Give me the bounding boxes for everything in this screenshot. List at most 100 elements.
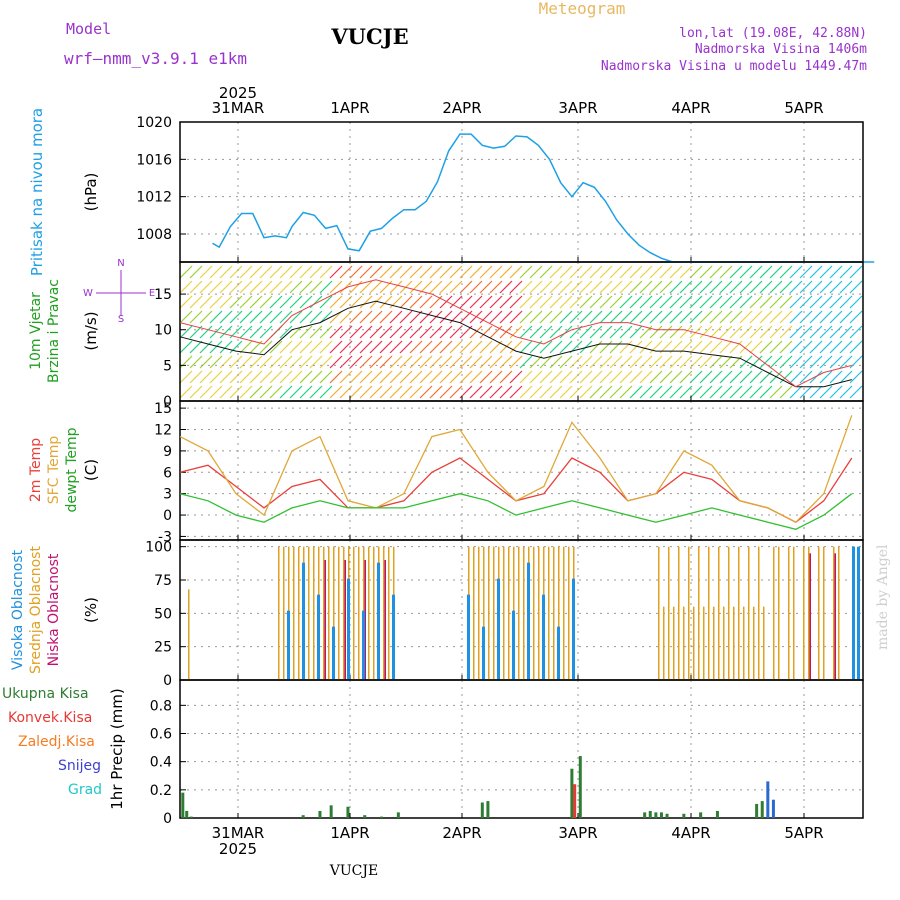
wind-barb <box>579 310 593 324</box>
wind-barb <box>799 340 813 354</box>
wind-barb <box>289 280 303 294</box>
wind-barb <box>399 385 413 399</box>
wind-barb <box>479 280 493 294</box>
wind-barb <box>539 385 553 399</box>
wind-barb <box>219 385 233 399</box>
wind-barb <box>809 355 823 369</box>
wind-barb <box>499 265 513 279</box>
wind-barb <box>379 355 393 369</box>
y-tick-label: 0 <box>163 673 172 689</box>
wind-barb <box>579 355 593 369</box>
wind-barb <box>269 310 283 324</box>
wind-barb <box>469 355 483 369</box>
mid-cloud-bar <box>663 606 665 680</box>
mid-cloud-bar <box>298 546 300 680</box>
wind-barb <box>769 385 783 399</box>
wind-barb <box>519 370 533 384</box>
wind-barb <box>659 325 673 339</box>
wind-barb <box>669 385 683 399</box>
wind-barb <box>759 310 773 324</box>
wind-barb <box>609 340 623 354</box>
mid-cloud-bar <box>558 546 560 680</box>
y-tick-label: 6 <box>163 465 172 481</box>
wind-barb <box>429 370 443 384</box>
wind-barb <box>669 280 683 294</box>
wind-barb <box>569 385 583 399</box>
wind-barb <box>259 280 273 294</box>
wind-barb <box>399 310 413 324</box>
wind-barb <box>599 280 613 294</box>
wind-barb <box>329 310 343 324</box>
wind-speed-line <box>179 300 852 388</box>
wind-barb <box>229 265 243 279</box>
wind-barb <box>319 385 333 399</box>
wind-barb <box>439 325 453 339</box>
wind-barb <box>409 385 423 399</box>
wind-barb <box>309 370 323 384</box>
wind-barb <box>719 310 733 324</box>
wind-barb <box>689 340 703 354</box>
wind-barb <box>299 280 313 294</box>
precip-legend-label: Konvek.Kisa <box>8 710 92 726</box>
wind-barb <box>389 355 403 369</box>
mid-cloud-bar <box>388 546 390 680</box>
mid-cloud-bar <box>703 606 705 680</box>
y-tick-label: 0.4 <box>150 755 172 771</box>
precip-bar <box>329 805 333 818</box>
wind-barb <box>439 280 453 294</box>
wind-barb <box>439 340 453 354</box>
mid-cloud-bar <box>763 606 765 680</box>
wind-barb <box>799 370 813 384</box>
low-cloud-bar <box>809 553 811 680</box>
mid-cloud-bar <box>738 546 740 680</box>
wind-barb <box>549 385 563 399</box>
wind-barb <box>189 310 203 324</box>
wind-barb <box>399 295 413 309</box>
high-cloud-bar <box>482 626 485 680</box>
mid-cloud-bar <box>488 546 490 680</box>
mid-cloud-bar <box>668 546 670 680</box>
wind-barb <box>339 355 353 369</box>
wind-barb <box>819 370 833 384</box>
panel-border <box>179 679 864 819</box>
wind-barb <box>339 265 353 279</box>
wind-barb <box>239 340 253 354</box>
wind-barb <box>769 325 783 339</box>
wind-barb <box>589 355 603 369</box>
wind-barb <box>599 310 613 324</box>
wind-barb <box>839 355 853 369</box>
wind-barb <box>529 355 543 369</box>
wind-barb <box>369 355 383 369</box>
wind-barb <box>369 295 383 309</box>
wind-barb <box>819 310 833 324</box>
wind-barb <box>469 385 483 399</box>
mid-cloud-bar <box>818 546 820 680</box>
precip-bar <box>380 816 384 818</box>
mid-cloud-bar <box>373 546 375 680</box>
wind-barb <box>579 265 593 279</box>
wind-barb <box>329 355 343 369</box>
wind-barb <box>399 265 413 279</box>
mid-cloud-bar <box>283 546 285 680</box>
bottom-date-label: 1APR <box>330 824 369 842</box>
wind-barb <box>589 340 603 354</box>
wind-barb <box>619 370 633 384</box>
wind-barb <box>179 325 193 339</box>
wind-barb <box>639 340 653 354</box>
wind-barb <box>209 310 223 324</box>
model-elevation-label: Nadmorska Visina u modelu 1449.47m <box>601 59 867 74</box>
wind-barb <box>309 385 323 399</box>
top-date-label: 5APR <box>784 99 823 117</box>
top-date-label: 1APR <box>330 99 369 117</box>
high-cloud-bar <box>512 610 515 680</box>
wind-barb <box>219 325 233 339</box>
wind-barb <box>539 340 553 354</box>
y-axis-label: Srednja Oblacnost <box>28 546 44 674</box>
wind-barb <box>679 325 693 339</box>
mid-cloud-bar <box>793 546 795 680</box>
wind-barb <box>649 310 663 324</box>
wind-barb <box>319 370 333 384</box>
wind-barb <box>549 355 563 369</box>
wind-barb <box>669 355 683 369</box>
top-date-label: 4APR <box>671 99 710 117</box>
